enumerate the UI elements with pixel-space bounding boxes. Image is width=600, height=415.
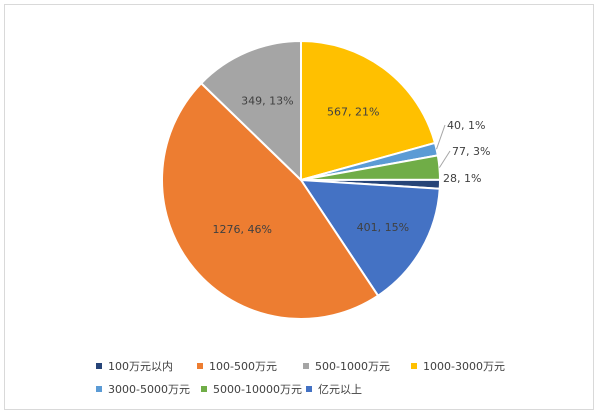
data-label-5: 77, 3% (452, 145, 490, 158)
pie-labels: 567, 21% 40, 1% 77, 3% 28, 1% 401, 15% 1276, … (212, 95, 490, 236)
data-label-2: 349, 13% (241, 95, 293, 108)
data-label-0: 28, 1% (443, 172, 481, 185)
pie-slices (160, 39, 442, 320)
data-label-3: 567, 21% (327, 105, 379, 118)
pie-slice-2 (199, 39, 302, 183)
data-label-4: 40, 1% (447, 119, 485, 132)
data-label-1: 1276, 46% (212, 223, 271, 236)
leader-line-5 (438, 150, 451, 168)
data-label-6: 401, 15% (357, 221, 409, 234)
pie-slice-3 (300, 39, 437, 182)
pie-slice-6 (299, 178, 441, 298)
leader-line-4 (436, 124, 446, 150)
pie-slice-1 (160, 81, 380, 320)
